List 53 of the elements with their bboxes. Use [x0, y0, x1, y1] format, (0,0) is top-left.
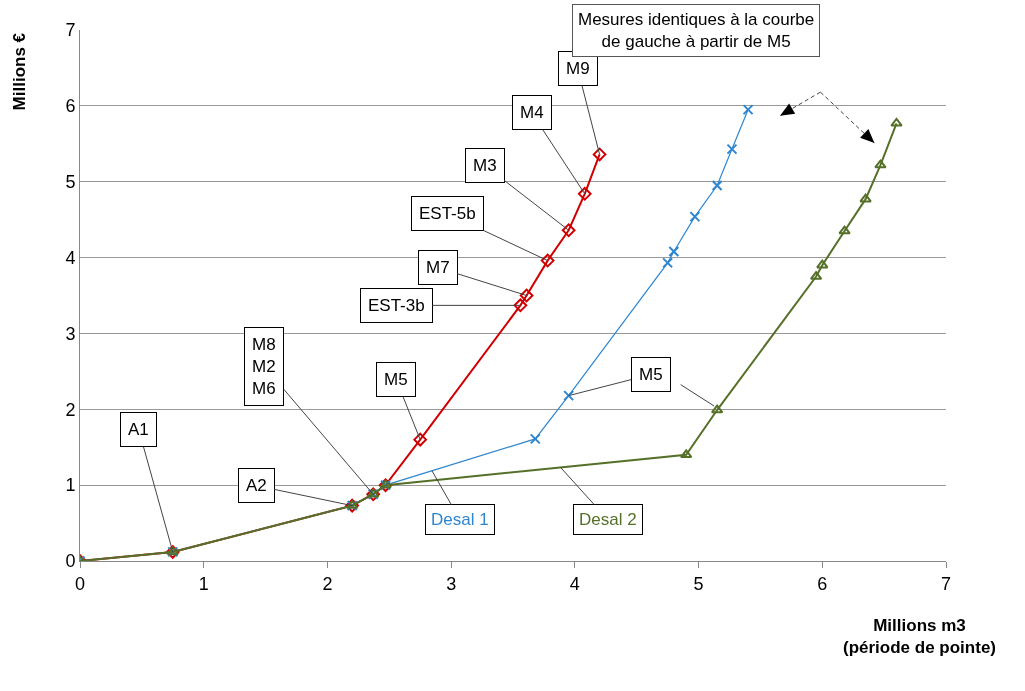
point — [513, 298, 528, 313]
y-tick-label: 4 — [65, 247, 76, 268]
x-tick-label: 6 — [817, 573, 828, 594]
x-axis-title: Millions m3 (période de pointe) — [843, 616, 996, 658]
annotation: M5 — [384, 370, 408, 389]
x-tick-label: 2 — [322, 573, 333, 594]
x-tick-label: 5 — [693, 573, 704, 594]
point — [668, 246, 680, 257]
point — [519, 288, 534, 303]
text: Desal 2 — [579, 510, 637, 529]
y-tick-label: 3 — [65, 323, 76, 344]
x-tick-label: 7 — [940, 573, 952, 594]
point — [710, 404, 724, 414]
x-tick-label: 1 — [198, 573, 209, 594]
point — [540, 253, 555, 268]
point — [742, 104, 754, 116]
point — [711, 180, 723, 192]
annotation: Mesures identiques à la courbe de gauche à partir de M5 — [578, 10, 815, 52]
annotation: M5 — [639, 365, 663, 384]
point — [680, 449, 693, 459]
point — [529, 433, 541, 445]
point — [561, 223, 576, 238]
annotation: M7 — [426, 258, 450, 277]
point — [726, 143, 738, 155]
point — [577, 187, 592, 201]
annotation: M4 — [520, 103, 544, 122]
x-tick-label: 3 — [446, 573, 457, 594]
point — [662, 257, 674, 269]
point — [890, 117, 903, 127]
annotation: EST-3b — [368, 296, 425, 315]
point — [816, 259, 829, 269]
annotation: A1 — [128, 420, 149, 439]
y-tick-label: 6 — [65, 96, 76, 117]
point — [563, 390, 575, 402]
y-tick-label: 5 — [65, 172, 76, 193]
y-tick-label: 2 — [65, 399, 76, 420]
point — [838, 225, 851, 235]
annotation: M9 — [566, 59, 590, 78]
text: Desal 1 — [431, 510, 489, 529]
point — [859, 193, 872, 203]
y-tick-label: 0 — [65, 551, 76, 572]
point — [413, 432, 428, 447]
annotation: M3 — [473, 156, 497, 175]
annotation: M8 M2 M6 — [252, 335, 276, 399]
point — [689, 211, 701, 223]
point — [592, 147, 607, 162]
y-tick-label: 7 — [65, 20, 76, 41]
point — [874, 159, 887, 169]
x-tick-label: 4 — [569, 573, 580, 594]
annotation: EST-5b — [419, 204, 476, 223]
y-axis-title: Millions € — [10, 32, 30, 111]
y-tick-label: 1 — [65, 475, 76, 496]
annotation: A2 — [246, 476, 267, 495]
